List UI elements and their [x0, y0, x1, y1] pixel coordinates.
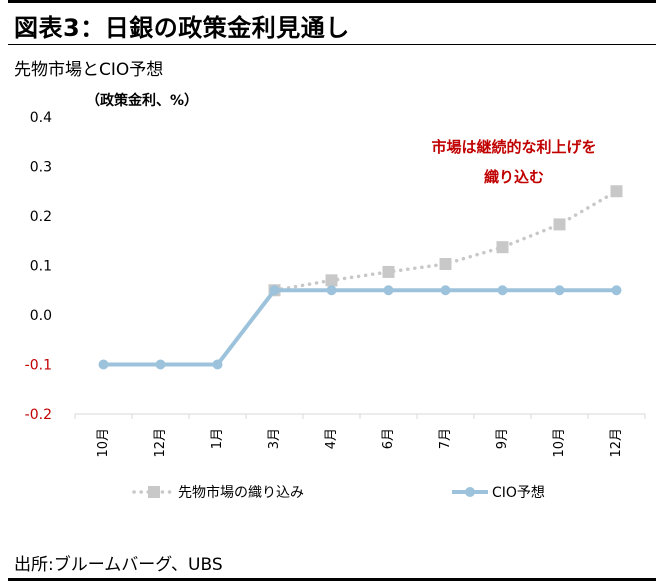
- x-tick-label: 4月: [324, 428, 339, 449]
- series-cio: [98, 285, 622, 370]
- y-tick-label: 0.1: [30, 259, 52, 275]
- data-point: [554, 285, 565, 296]
- data-point: [610, 185, 623, 198]
- x-tick-label: 7月: [438, 428, 453, 449]
- annotation-text: 市場は継続的な利上げを: [431, 138, 596, 156]
- bottom-rule: [8, 578, 656, 581]
- y-tick-label: 0.4: [30, 110, 52, 126]
- series-line: [101, 288, 619, 367]
- legend-marker: [465, 487, 475, 497]
- data-point: [382, 265, 395, 278]
- y-tick-label: 0.2: [30, 209, 52, 225]
- annotation-text: 織り込む: [484, 168, 544, 186]
- x-tick-label: 6月: [381, 428, 396, 449]
- y-tick-label: -0.1: [25, 358, 52, 374]
- data-point: [497, 285, 508, 296]
- chart-title: 図表3：日銀の政策金利見通し: [14, 14, 350, 42]
- legend-item-cio: CIO予想: [452, 485, 545, 501]
- top-rule: [8, 0, 656, 3]
- series-futures: [268, 185, 623, 297]
- legend-item-futures: 先物市場の織り込み: [132, 484, 304, 501]
- y-tick-label: 0.0: [30, 308, 52, 324]
- data-point: [98, 359, 109, 370]
- legend: 先物市場の織り込み CIO予想: [132, 484, 545, 501]
- source-note: 出所:ブルームバーグ、UBS: [14, 555, 223, 575]
- legend-marker: [148, 486, 160, 498]
- data-point: [212, 359, 223, 370]
- data-point: [326, 285, 337, 296]
- x-tick-label: 12月: [153, 428, 168, 458]
- data-point: [496, 241, 509, 254]
- y-tick-label: 0.3: [30, 160, 52, 176]
- data-point: [269, 285, 280, 296]
- legend-label: 先物市場の織り込み: [178, 484, 304, 501]
- data-point: [440, 285, 451, 296]
- x-tick-label: 10月: [96, 428, 111, 458]
- data-point: [611, 285, 622, 296]
- data-point: [155, 359, 166, 370]
- x-tick-label: 10月: [552, 428, 567, 458]
- data-point: [325, 274, 338, 287]
- x-tick-label: 1月: [210, 428, 225, 449]
- data-point: [553, 218, 566, 231]
- y-axis: 0.4 0.3 0.2 0.1 0.0 -0.1 -0.2: [25, 110, 52, 423]
- data-point: [439, 258, 452, 271]
- x-tick-label: 9月: [495, 428, 510, 449]
- y-axis-label: （政策金利、%）: [86, 92, 198, 109]
- x-tick-label: 12月: [609, 428, 624, 458]
- legend-label: CIO予想: [492, 485, 545, 501]
- data-point: [383, 285, 394, 296]
- chart-subtitle: 先物市場とCIO予想: [14, 60, 164, 80]
- x-axis: 10月 12月 1月 3月 4月 6月 7月 9月 10月 12月: [74, 413, 646, 458]
- x-tick-label: 3月: [267, 428, 282, 449]
- y-tick-label: -0.2: [25, 407, 52, 423]
- title-rule: [8, 44, 656, 45]
